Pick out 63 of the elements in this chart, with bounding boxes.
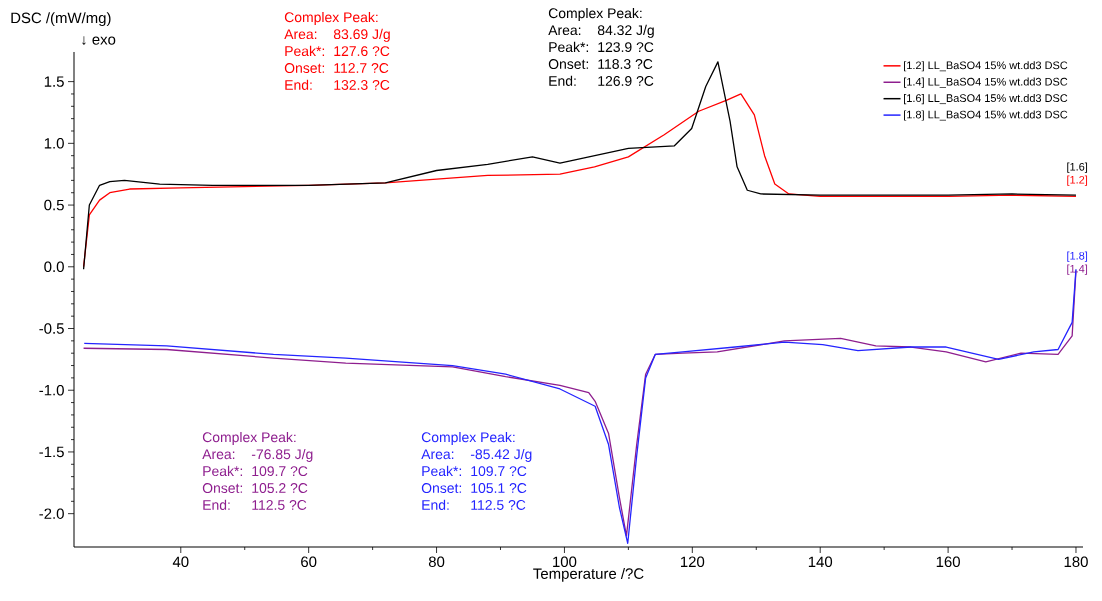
x-tick-label: 120 [681, 556, 705, 568]
text: Area: [284, 29, 317, 40]
y-tick-label: 1.0 [44, 138, 64, 149]
annotation: 132.3 ?C [334, 80, 390, 90]
annotation: 105.2 ?C [252, 483, 308, 493]
annotation: Complex Peak: [202, 431, 296, 445]
legend-label: [1.8] LL_BaSO4 15% wt.dd3 DSC [904, 110, 1068, 121]
x-tick-label: 100 [553, 556, 577, 568]
annotation: 112.5 ?C [471, 500, 526, 510]
x-tick-label: 140 [808, 556, 833, 568]
x-tick-label: 40 [172, 556, 189, 568]
annotation: 112.5 ?C [252, 500, 307, 510]
text: ↓ exo [82, 36, 116, 46]
annotation: Peak*: [203, 465, 243, 477]
text: Complex Peak: [548, 7, 642, 21]
annotation: 109.7 ?C [252, 466, 308, 477]
annotation: 127.6 ?C [334, 46, 390, 57]
x-tick-label: 160 [936, 556, 960, 568]
annotation: Peak*: [285, 45, 325, 57]
y-tick-label: -1.5 [39, 446, 64, 458]
annotation: -85.42 J/g [470, 448, 532, 462]
y-tick-label: -0.5 [39, 323, 64, 334]
x-tick-label: 80 [428, 556, 445, 568]
legend-label: [1.2] LL_BaSO4 15% wt.dd3 DSC [904, 61, 1068, 72]
text: Complex Peak: [284, 11, 378, 25]
annotation: Onset: [202, 483, 243, 493]
annotation: End: [203, 499, 230, 510]
annotation: Onset: [284, 63, 325, 73]
y-tick-label: 0.0 [44, 261, 64, 273]
annotation: Area: [421, 449, 454, 460]
annotation: Onset: [548, 59, 589, 69]
annotation: 109.7 ?C [471, 466, 527, 477]
y-tick-label: 0.5 [44, 199, 64, 211]
annotation: Peak*: [549, 41, 589, 53]
annotation: Peak*: [422, 465, 462, 477]
annotation: End: [422, 499, 449, 510]
annotation: Onset: [421, 483, 462, 493]
annotation: 126.9 ?C [598, 76, 654, 86]
annotation: 123.9 ?C [598, 42, 654, 53]
legend-label: [1.4] LL_BaSO4 15% wt.dd3 DSC [904, 77, 1068, 88]
annotation: End: [549, 75, 576, 86]
text: Area: [548, 25, 581, 36]
legend-label: [1.6] LL_BaSO4 15% wt.dd3 DSC [904, 93, 1068, 105]
annotation: [1.6] [1067, 162, 1088, 173]
text: 84.32 J/g [597, 24, 654, 38]
y-tick-label: 1.5 [44, 76, 64, 87]
annotation: [1.4] [1067, 264, 1088, 275]
annotation: [1.2] [1067, 175, 1088, 186]
x-axis-title: Temperature /?C [533, 567, 644, 582]
annotation: 118.3 ?C [598, 59, 653, 69]
x-tick-label: 180 [1064, 556, 1088, 568]
text: 83.69 J/g [333, 28, 390, 42]
x-tick-label: 60 [301, 556, 317, 568]
annotation: Area: [202, 449, 235, 460]
annotation: -76.85 J/g [251, 448, 313, 462]
annotation: Complex Peak: [421, 431, 515, 445]
y-tick-label: -1.0 [39, 384, 64, 396]
annotation: [1.8] [1067, 251, 1088, 262]
annotation: 105.1 ?C [471, 483, 527, 493]
y-tick-label: -2.0 [39, 508, 64, 519]
annotation: End: [285, 79, 312, 90]
y-axis-title: DSC /(mW/mg) [11, 12, 111, 27]
annotation: 112.7 ?C [334, 63, 389, 73]
